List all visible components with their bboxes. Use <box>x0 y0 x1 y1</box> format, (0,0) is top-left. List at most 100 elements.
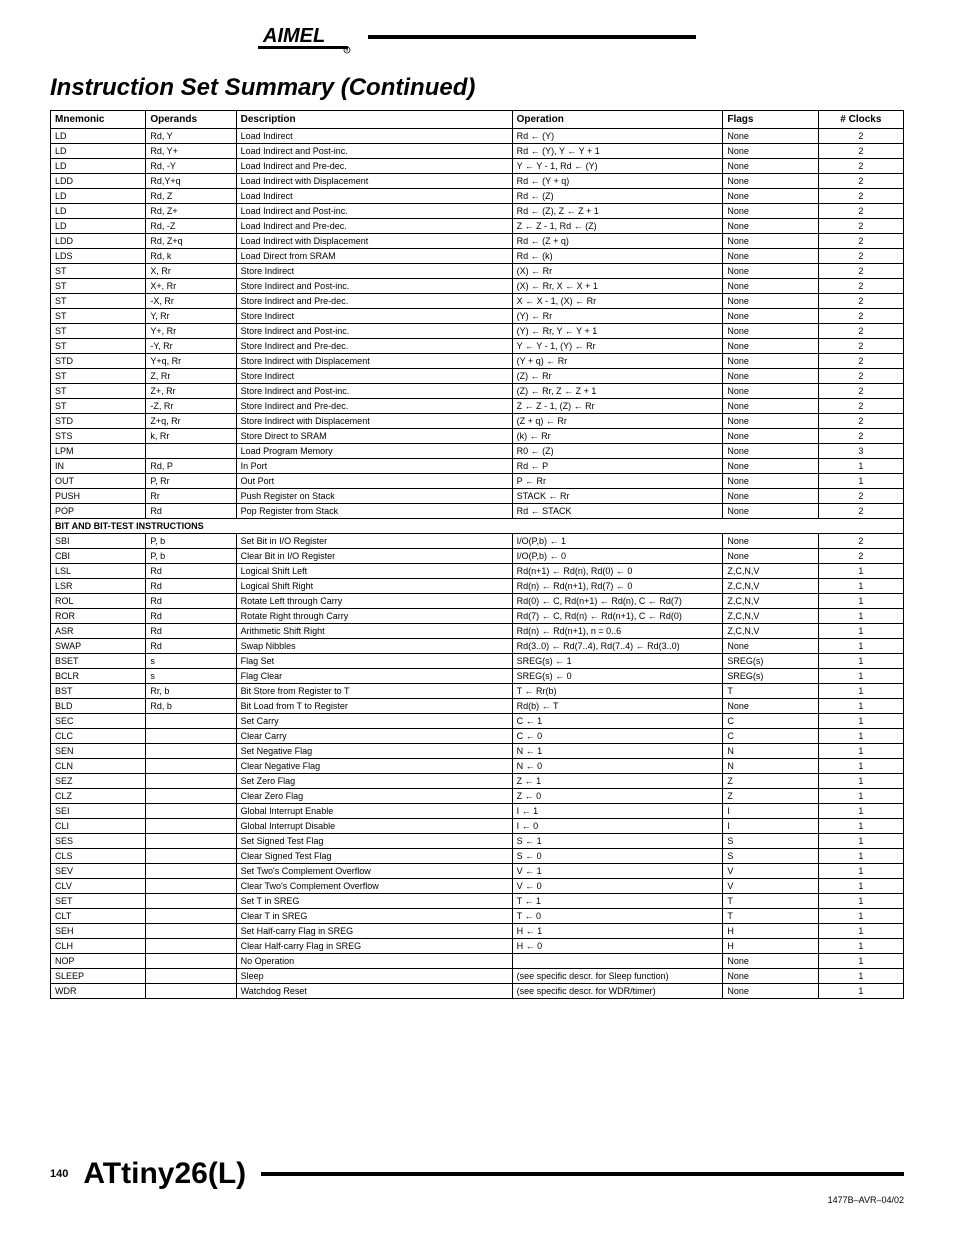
table-row: SETSet T in SREGT ← 1T1 <box>51 894 904 909</box>
table-row: SEVSet Two's Complement OverflowV ← 1V1 <box>51 864 904 879</box>
cell-mnemonic: LD <box>51 144 146 159</box>
cell-flags: None <box>723 369 818 384</box>
cell-description: Flag Set <box>236 654 512 669</box>
table-row: CLSClear Signed Test FlagS ← 0S1 <box>51 849 904 864</box>
table-row: POPRdPop Register from StackRd ← STACKNo… <box>51 504 904 519</box>
col-flags: Flags <box>723 111 818 129</box>
cell-flags: None <box>723 294 818 309</box>
cell-description: Push Register on Stack <box>236 489 512 504</box>
cell-mnemonic: ROR <box>51 609 146 624</box>
cell-clocks: 1 <box>818 789 903 804</box>
cell-description: Arithmetic Shift Right <box>236 624 512 639</box>
cell-mnemonic: LDD <box>51 174 146 189</box>
cell-flags: None <box>723 144 818 159</box>
cell-operation: Rd ← P <box>512 459 723 474</box>
cell-mnemonic: PUSH <box>51 489 146 504</box>
cell-operation <box>512 954 723 969</box>
cell-mnemonic: SWAP <box>51 639 146 654</box>
cell-operation: T ← 0 <box>512 909 723 924</box>
cell-operands: Rd <box>146 639 236 654</box>
table-row: WDRWatchdog Reset(see specific descr. fo… <box>51 984 904 999</box>
cell-operation: Rd ← (Y), Y ← Y + 1 <box>512 144 723 159</box>
cell-flags: SREG(s) <box>723 654 818 669</box>
cell-flags: None <box>723 249 818 264</box>
cell-mnemonic: BSET <box>51 654 146 669</box>
header-rule <box>368 35 696 39</box>
cell-clocks: 1 <box>818 594 903 609</box>
cell-operation: V ← 1 <box>512 864 723 879</box>
cell-operands <box>146 894 236 909</box>
cell-operands: Rr <box>146 489 236 504</box>
cell-operation: (k) ← Rr <box>512 429 723 444</box>
cell-clocks: 2 <box>818 384 903 399</box>
cell-mnemonic: SEH <box>51 924 146 939</box>
cell-description: Load Indirect and Pre-dec. <box>236 159 512 174</box>
table-row: SEHSet Half-carry Flag in SREGH ← 1H1 <box>51 924 904 939</box>
cell-description: Bit Store from Register to T <box>236 684 512 699</box>
cell-operands <box>146 804 236 819</box>
table-row: CLHClear Half-carry Flag in SREGH ← 0H1 <box>51 939 904 954</box>
cell-flags: N <box>723 744 818 759</box>
cell-flags: None <box>723 504 818 519</box>
cell-clocks: 1 <box>818 744 903 759</box>
cell-mnemonic: ST <box>51 384 146 399</box>
cell-description: Store Indirect and Pre-dec. <box>236 339 512 354</box>
cell-description: Set Carry <box>236 714 512 729</box>
cell-operation: Rd(0) ← C, Rd(n+1) ← Rd(n), C ← Rd(7) <box>512 594 723 609</box>
cell-clocks: 1 <box>818 654 903 669</box>
table-row: STX, RrStore Indirect(X) ← RrNone2 <box>51 264 904 279</box>
cell-mnemonic: WDR <box>51 984 146 999</box>
cell-mnemonic: STD <box>51 414 146 429</box>
title-row: Instruction Set Summary (Continued) <box>50 74 904 102</box>
cell-operation: Rd(3..0) ← Rd(7..4), Rd(7..4) ← Rd(3..0) <box>512 639 723 654</box>
table-row: RORRdRotate Right through CarryRd(7) ← C… <box>51 609 904 624</box>
cell-mnemonic: LSL <box>51 564 146 579</box>
cell-clocks: 1 <box>818 714 903 729</box>
cell-mnemonic: ST <box>51 294 146 309</box>
cell-description: Clear Signed Test Flag <box>236 849 512 864</box>
cell-mnemonic: STD <box>51 354 146 369</box>
cell-operation: Rd(n) ← Rd(n+1), Rd(7) ← 0 <box>512 579 723 594</box>
cell-description: Clear Carry <box>236 729 512 744</box>
cell-operation: I ← 0 <box>512 819 723 834</box>
cell-description: Store Indirect <box>236 309 512 324</box>
cell-description: Watchdog Reset <box>236 984 512 999</box>
cell-description: Load Indirect <box>236 129 512 144</box>
cell-description: Set Two's Complement Overflow <box>236 864 512 879</box>
cell-mnemonic: SES <box>51 834 146 849</box>
cell-mnemonic: CLT <box>51 909 146 924</box>
cell-operation: Z ← Z - 1, (Z) ← Rr <box>512 399 723 414</box>
cell-description: Logical Shift Left <box>236 564 512 579</box>
cell-operands: Y+q, Rr <box>146 354 236 369</box>
cell-flags: N <box>723 759 818 774</box>
cell-description: Store Direct to SRAM <box>236 429 512 444</box>
cell-operation: R0 ← (Z) <box>512 444 723 459</box>
table-row: LSLRdLogical Shift LeftRd(n+1) ← Rd(n), … <box>51 564 904 579</box>
cell-operation: Rd(n) ← Rd(n+1), n = 0..6 <box>512 624 723 639</box>
col-clocks: # Clocks <box>818 111 903 129</box>
cell-flags: S <box>723 849 818 864</box>
page-title: Instruction Set Summary (Continued) <box>50 74 475 101</box>
cell-flags: None <box>723 219 818 234</box>
cell-operation: Y ← Y - 1, Rd ← (Y) <box>512 159 723 174</box>
cell-clocks: 1 <box>818 684 903 699</box>
cell-flags: Z,C,N,V <box>723 609 818 624</box>
cell-clocks: 2 <box>818 429 903 444</box>
cell-mnemonic: ST <box>51 324 146 339</box>
table-row: INRd, PIn PortRd ← PNone1 <box>51 459 904 474</box>
cell-flags: None <box>723 459 818 474</box>
cell-operation: (Y) ← Rr <box>512 309 723 324</box>
cell-mnemonic: IN <box>51 459 146 474</box>
cell-flags: None <box>723 264 818 279</box>
cell-mnemonic: SET <box>51 894 146 909</box>
cell-operands: Z+q, Rr <box>146 414 236 429</box>
cell-flags: None <box>723 969 818 984</box>
table-row: STZ, RrStore Indirect(Z) ← RrNone2 <box>51 369 904 384</box>
cell-flags: None <box>723 699 818 714</box>
footer-row: 140 ATtiny26(L) <box>50 1157 904 1191</box>
cell-clocks: 1 <box>818 969 903 984</box>
cell-clocks: 2 <box>818 294 903 309</box>
cell-operands: Rd, -Y <box>146 159 236 174</box>
table-row: ST-Y, RrStore Indirect and Pre-dec.Y ← Y… <box>51 339 904 354</box>
cell-mnemonic: POP <box>51 504 146 519</box>
